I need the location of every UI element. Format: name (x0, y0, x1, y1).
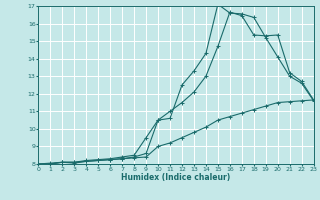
X-axis label: Humidex (Indice chaleur): Humidex (Indice chaleur) (121, 173, 231, 182)
